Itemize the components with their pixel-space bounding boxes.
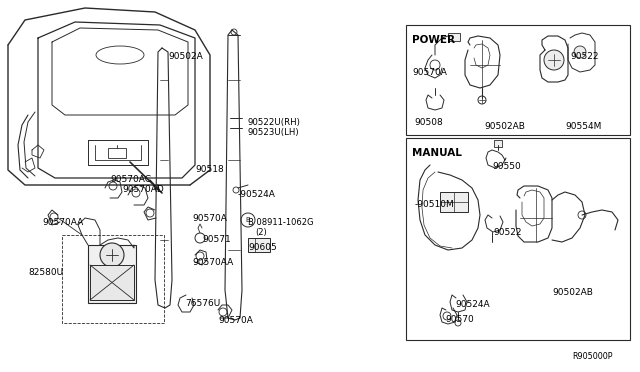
Text: 90522U(RH): 90522U(RH) [248, 118, 301, 127]
Text: 90570A: 90570A [412, 68, 447, 77]
Text: 90522: 90522 [493, 228, 522, 237]
Text: -90524A: -90524A [238, 190, 276, 199]
Text: 90502AB: 90502AB [484, 122, 525, 131]
Text: B 08911-1062G: B 08911-1062G [248, 218, 314, 227]
Circle shape [100, 243, 124, 267]
Text: 90523U(LH): 90523U(LH) [248, 128, 300, 137]
Text: 90522: 90522 [570, 52, 598, 61]
Circle shape [574, 46, 586, 58]
Text: (2): (2) [255, 228, 267, 237]
Text: 90554M: 90554M [565, 122, 602, 131]
Text: 90570AD: 90570AD [122, 185, 164, 194]
Text: 90518: 90518 [195, 165, 224, 174]
Text: 90570AA: 90570AA [42, 218, 83, 227]
Text: 90570A: 90570A [218, 316, 253, 325]
Circle shape [544, 50, 564, 70]
Bar [406, 138, 630, 340]
Bar [88, 245, 136, 303]
Text: 90502A: 90502A [168, 52, 203, 61]
Bar [90, 265, 134, 300]
Bar [248, 238, 270, 252]
Text: 90570: 90570 [445, 315, 474, 324]
Text: 90605: 90605 [248, 243, 276, 252]
Text: 76576U: 76576U [185, 299, 220, 308]
Bar [440, 192, 468, 212]
Bar [62, 235, 164, 323]
Bar [494, 140, 502, 147]
Bar [108, 148, 126, 158]
Bar [406, 25, 630, 135]
Text: -90510M: -90510M [415, 200, 455, 209]
Text: 90524A: 90524A [455, 300, 490, 309]
Text: POWER: POWER [412, 35, 455, 45]
Text: R905000P: R905000P [572, 352, 612, 361]
Text: 90570A: 90570A [192, 214, 227, 223]
Text: MANUAL: MANUAL [412, 148, 462, 158]
Text: B: B [245, 217, 250, 223]
Text: 82580U: 82580U [28, 268, 63, 277]
Text: 90570AC: 90570AC [110, 175, 151, 184]
Text: 90550: 90550 [492, 162, 521, 171]
Bar [448, 33, 460, 41]
Text: 90502AB: 90502AB [552, 288, 593, 297]
Text: 90508: 90508 [414, 118, 443, 127]
Text: 90571: 90571 [202, 235, 231, 244]
Text: 90570AA: 90570AA [192, 258, 233, 267]
